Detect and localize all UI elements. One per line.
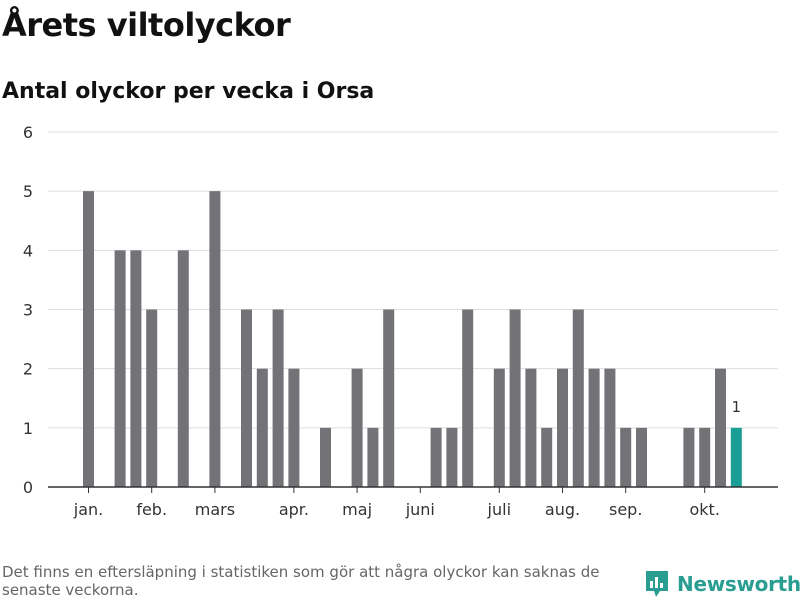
newsworthy-logo[interactable]: Newsworthy [644, 569, 800, 599]
chart-subtitle: Antal olyckor per vecka i Orsa [2, 79, 375, 104]
y-tick-label: 1 [23, 419, 33, 438]
bar[interactable] [430, 427, 442, 487]
bar[interactable] [241, 309, 252, 488]
bar[interactable] [572, 309, 584, 488]
y-axis-tick-labels: 0 1 2 3 4 5 6 [23, 123, 33, 497]
bar[interactable] [620, 427, 632, 487]
x-axis-tick-labels: jan. feb. mars apr. maj juni juli aug. sep. okt. [73, 487, 720, 519]
x-tick-label: okt. [689, 500, 719, 519]
bar[interactable] [288, 368, 300, 487]
x-tick-label: juni [405, 500, 435, 519]
bar[interactable] [557, 368, 568, 487]
gridlines [48, 131, 778, 429]
x-tick-label: sep. [609, 500, 642, 519]
y-tick-label: 0 [23, 478, 33, 497]
bar[interactable] [462, 309, 474, 488]
bar[interactable] [83, 191, 94, 487]
bar[interactable] [715, 368, 726, 487]
x-tick-label: mars [195, 500, 235, 519]
bar[interactable] [114, 250, 126, 487]
bar[interactable] [588, 368, 600, 487]
x-tick-label: juli [487, 500, 511, 519]
footnote: Det finns en eftersläpning i statistiken… [2, 563, 600, 599]
bar[interactable] [367, 427, 379, 487]
bar[interactable] [541, 427, 553, 487]
bar[interactable] [699, 427, 711, 487]
bar[interactable] [351, 368, 363, 487]
y-tick-label: 5 [23, 182, 33, 201]
bar[interactable] [383, 309, 395, 488]
y-tick-label: 3 [23, 301, 33, 320]
x-tick-label: jan. [73, 500, 103, 519]
x-tick-label: apr. [279, 500, 309, 519]
bar[interactable] [604, 368, 616, 487]
bar[interactable] [493, 368, 505, 487]
y-tick-label: 2 [23, 360, 33, 379]
bar-chart: 0 1 2 3 4 5 6 jan. feb. mars apr. maj juni juli aug. s… [23, 123, 778, 519]
bar[interactable] [256, 368, 268, 487]
bar[interactable] [177, 250, 189, 487]
bar[interactable] [272, 309, 284, 488]
data-label-highlight: 1 [732, 398, 742, 416]
bar-highlight[interactable] [730, 427, 742, 487]
y-tick-label: 6 [23, 123, 33, 142]
brand-name: Newsworthy [677, 572, 800, 596]
bar[interactable] [636, 427, 647, 487]
bar[interactable] [509, 309, 521, 488]
bar[interactable] [209, 191, 221, 487]
bar[interactable] [446, 427, 458, 487]
bar[interactable] [146, 309, 158, 488]
y-tick-label: 4 [23, 241, 33, 260]
chart-title: Årets viltolyckor [2, 6, 291, 44]
x-tick-label: feb. [136, 500, 167, 519]
x-tick-label: aug. [545, 500, 580, 519]
bar[interactable] [683, 427, 695, 487]
bar[interactable] [525, 368, 537, 487]
bar-chart-speech-bubble-icon [646, 571, 668, 597]
bar[interactable] [320, 427, 331, 487]
bar[interactable] [130, 250, 142, 487]
data-labels: 1 [732, 398, 742, 416]
x-tick-label: maj [342, 500, 372, 519]
bars [83, 191, 742, 487]
